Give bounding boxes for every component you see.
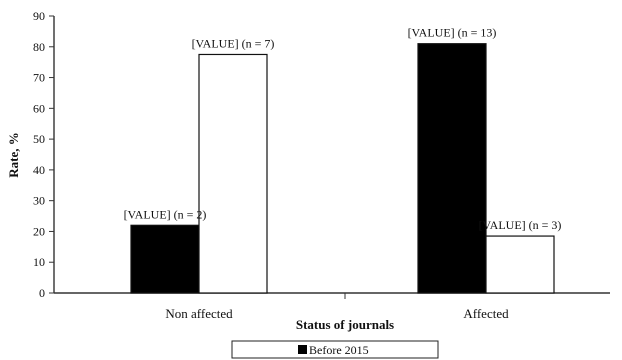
legend: Before 2015 bbox=[231, 340, 439, 359]
legend-swatch-before-2015 bbox=[298, 345, 307, 354]
data-label-non-affected-series-2: [VALUE] (n = 7) bbox=[192, 36, 275, 50]
bar-non-affected-series-2 bbox=[198, 53, 268, 294]
y-tick-label: 20 bbox=[33, 224, 45, 238]
bar-affected-series-2 bbox=[485, 235, 555, 294]
data-label-affected-series-2: [VALUE] (n = 3) bbox=[479, 218, 562, 232]
data-label-non-affected-series-1: [VALUE] (n = 2) bbox=[124, 207, 207, 221]
bar-labels-group: [VALUE] (n = 2) [VALUE] (n = 7) [VALUE] (n… bbox=[124, 26, 562, 232]
y-tick-label: 80 bbox=[33, 40, 45, 54]
y-axis-title: Rate, % bbox=[6, 132, 21, 178]
y-tick-label: 30 bbox=[33, 194, 45, 208]
y-tick-label: 50 bbox=[33, 132, 45, 146]
y-tick-label: 90 bbox=[33, 9, 45, 23]
x-tick-labels: Non affected Affected bbox=[165, 306, 509, 321]
y-axis-ticks: 0 10 20 30 40 50 60 70 80 90 bbox=[33, 9, 54, 300]
legend-box bbox=[231, 340, 439, 359]
y-tick-label: 40 bbox=[33, 163, 45, 177]
y-tick-label: 60 bbox=[33, 101, 45, 115]
bars-group bbox=[130, 43, 555, 294]
x-axis-title: Status of journals bbox=[296, 317, 394, 332]
x-tick-label-non-affected: Non affected bbox=[165, 306, 233, 321]
bar-non-affected-series-1 bbox=[130, 224, 200, 294]
bar-affected-series-1 bbox=[417, 43, 487, 294]
legend-label-before-2015: Before 2015 bbox=[309, 343, 369, 357]
y-tick-label: 70 bbox=[33, 71, 45, 85]
y-tick-label: 0 bbox=[39, 286, 45, 300]
x-tick-label-affected: Affected bbox=[463, 306, 509, 321]
data-label-affected-series-1: [VALUE] (n = 13) bbox=[408, 26, 497, 40]
y-tick-label: 10 bbox=[33, 255, 45, 269]
